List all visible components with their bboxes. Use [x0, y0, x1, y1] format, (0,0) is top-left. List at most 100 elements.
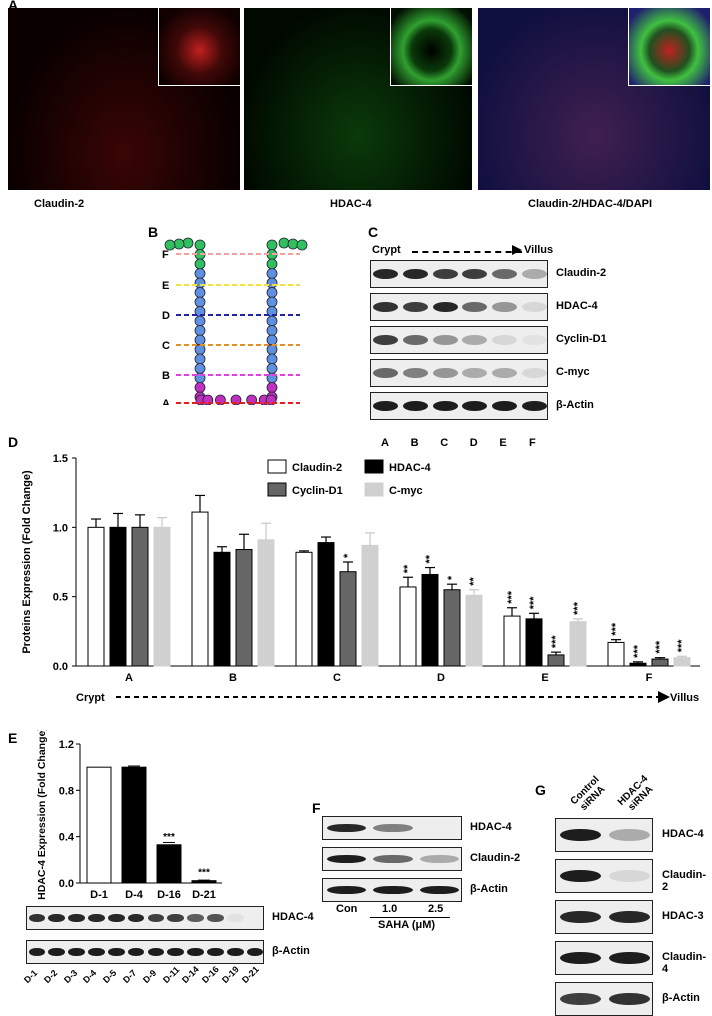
band	[147, 913, 165, 923]
band	[608, 992, 651, 1006]
bar	[257, 539, 275, 667]
blot-actin	[555, 982, 653, 1016]
panel-label-c: C	[368, 224, 379, 240]
significance-stars: ***	[163, 832, 175, 843]
x-tick-label: D-16	[157, 889, 181, 900]
y-tick-label: 0.0	[59, 878, 74, 890]
lane-label: E	[499, 437, 507, 449]
legend-swatch	[267, 459, 287, 474]
blot-actin	[370, 392, 548, 420]
crypt-label: Crypt	[372, 244, 401, 256]
bar	[156, 844, 182, 884]
inset-zoom	[628, 8, 710, 86]
band	[403, 367, 428, 379]
band	[373, 334, 399, 346]
y-tick-label: 0.4	[59, 832, 75, 844]
band	[403, 268, 428, 280]
lane-label: B	[410, 437, 419, 449]
level-label: F	[162, 249, 169, 261]
blot-claudin2	[370, 260, 548, 288]
bar	[191, 511, 209, 667]
lane-label: D-14	[180, 964, 202, 986]
panel-label-d: D	[8, 434, 19, 450]
significance-stars: ***	[676, 639, 688, 653]
lane-label: D-16	[200, 964, 222, 986]
legend-label: Claudin-2	[292, 462, 342, 474]
panel-label-f: F	[312, 800, 321, 816]
bar	[547, 654, 565, 667]
y-tick-label: 0.0	[53, 661, 68, 673]
bar	[87, 526, 105, 667]
band	[608, 910, 651, 924]
band	[403, 334, 428, 346]
caption-merge: Claudin-2/HDAC-4/DAPI	[528, 198, 653, 210]
level-label: B	[162, 370, 170, 382]
lane-label: 1.0	[382, 903, 398, 915]
blot-label: HDAC-4	[272, 911, 314, 923]
band	[187, 913, 204, 923]
cell	[266, 382, 278, 393]
panel-label-b: B	[148, 224, 159, 240]
legend-swatch	[267, 482, 287, 497]
significance-stars: ***	[572, 601, 584, 615]
band	[28, 913, 46, 923]
inset-zoom	[390, 8, 472, 86]
cell	[194, 325, 206, 336]
band	[559, 951, 602, 965]
cell	[194, 315, 206, 327]
legend-label: Cyclin-D1	[292, 485, 343, 497]
cell	[296, 239, 308, 251]
panel-label-a: A	[8, 0, 19, 13]
cell	[266, 268, 278, 279]
cell	[266, 334, 278, 346]
blot-claudin2	[322, 847, 462, 871]
lane-label: A	[381, 437, 389, 449]
band	[462, 334, 488, 346]
legend-label: C-myc	[389, 485, 423, 497]
cell	[194, 268, 206, 279]
band	[559, 910, 602, 924]
bar	[361, 544, 379, 667]
bar	[465, 594, 483, 667]
bar	[673, 657, 691, 667]
band	[187, 947, 204, 957]
cell	[194, 382, 206, 393]
bar	[339, 571, 357, 667]
band	[107, 913, 125, 923]
cell	[173, 238, 185, 250]
cell	[266, 277, 278, 289]
blot-label: HDAC-3	[662, 910, 704, 922]
band	[68, 947, 85, 957]
significance-stars: **	[424, 554, 436, 563]
band	[492, 400, 517, 412]
bar	[131, 526, 149, 667]
cell	[266, 325, 278, 336]
band	[373, 301, 399, 313]
legend-swatch	[364, 459, 384, 474]
bar	[629, 662, 647, 667]
level-label: D	[162, 310, 170, 322]
level-label: A	[162, 398, 170, 405]
cell	[194, 258, 206, 270]
band	[167, 913, 185, 923]
cell	[194, 277, 206, 289]
blot-hdac4	[370, 293, 548, 321]
bar	[295, 551, 313, 667]
lane-label: D-7	[121, 967, 139, 986]
blot-hdac4	[26, 906, 264, 930]
y-axis-label: Proteins Expression (Fold Change)	[21, 470, 33, 654]
micrograph-hdac4	[244, 8, 472, 190]
cell	[194, 353, 206, 365]
significance-stars: ***	[610, 622, 622, 636]
significance-stars: ***	[528, 596, 540, 610]
lane-label: D-21	[239, 964, 261, 986]
bar	[503, 615, 521, 667]
x-tick-label: C	[333, 672, 341, 684]
band	[559, 828, 602, 842]
cell	[266, 363, 278, 374]
band	[521, 367, 547, 379]
blot-label: HDAC-4	[662, 828, 704, 840]
cell	[266, 353, 278, 365]
significance-stars: ***	[632, 644, 644, 658]
bar	[86, 766, 112, 884]
